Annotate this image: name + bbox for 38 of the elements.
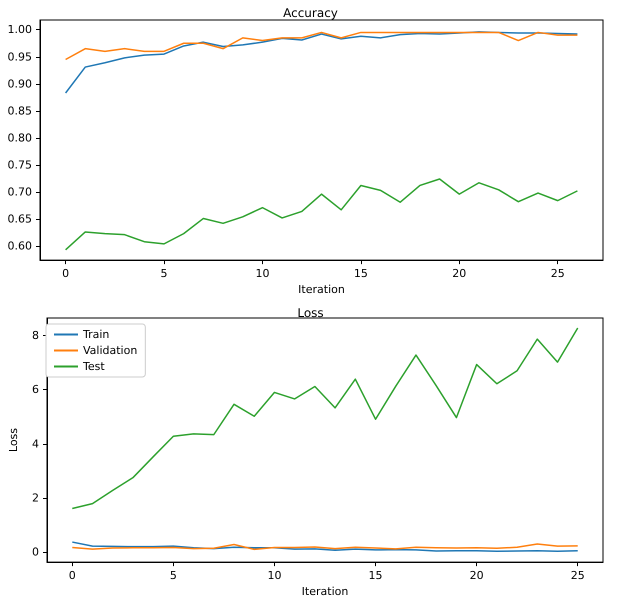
y-tick-label: 6 [32,383,39,396]
x-tick-label: 20 [452,267,466,280]
y-tick-label: 0.95 [8,50,32,64]
legend-label: Validation [83,344,138,357]
y-tick-label: 0.85 [8,104,32,118]
x-tick-label: 15 [368,569,383,582]
y-tick-label: 0.60 [8,240,32,253]
y-tick-label: 0 [32,546,39,559]
x-tick-label: 25 [570,569,585,582]
x-tick-label: 10 [255,267,270,280]
x-tick-label: 5 [160,267,168,280]
x-tick-label: 0 [68,569,76,582]
y-tick-label: 0.90 [8,77,32,90]
line-series [64,31,578,94]
chart-title: Accuracy [283,6,338,20]
x-tick-label: 20 [470,569,484,582]
y-tick-label: 8 [32,329,39,342]
legend-label: Train [82,328,110,341]
line-series [64,32,578,60]
line-series [64,178,578,251]
y-tick-label: 2 [32,491,39,504]
x-tick-label: 15 [354,267,368,280]
x-tick-label: 0 [62,267,70,280]
x-tick-label: 10 [267,569,282,582]
legend-label: Test [82,360,106,373]
y-tick-label: 4 [32,437,39,450]
x-axis-title: Iteration [298,283,345,296]
y-axis-title: Loss [7,428,20,452]
line-series [72,327,578,510]
y-tick-label: 0.80 [8,131,32,144]
x-axis-title: Iteration [302,585,348,598]
x-tick-label: 5 [170,569,177,582]
y-tick-label: 0.70 [8,185,32,198]
x-tick-label: 25 [550,267,565,280]
y-tick-label: 0.65 [8,212,32,226]
y-tick-label: 1.00 [8,23,32,36]
chart-title: Loss [297,306,324,320]
y-tick-label: 0.75 [8,158,32,172]
